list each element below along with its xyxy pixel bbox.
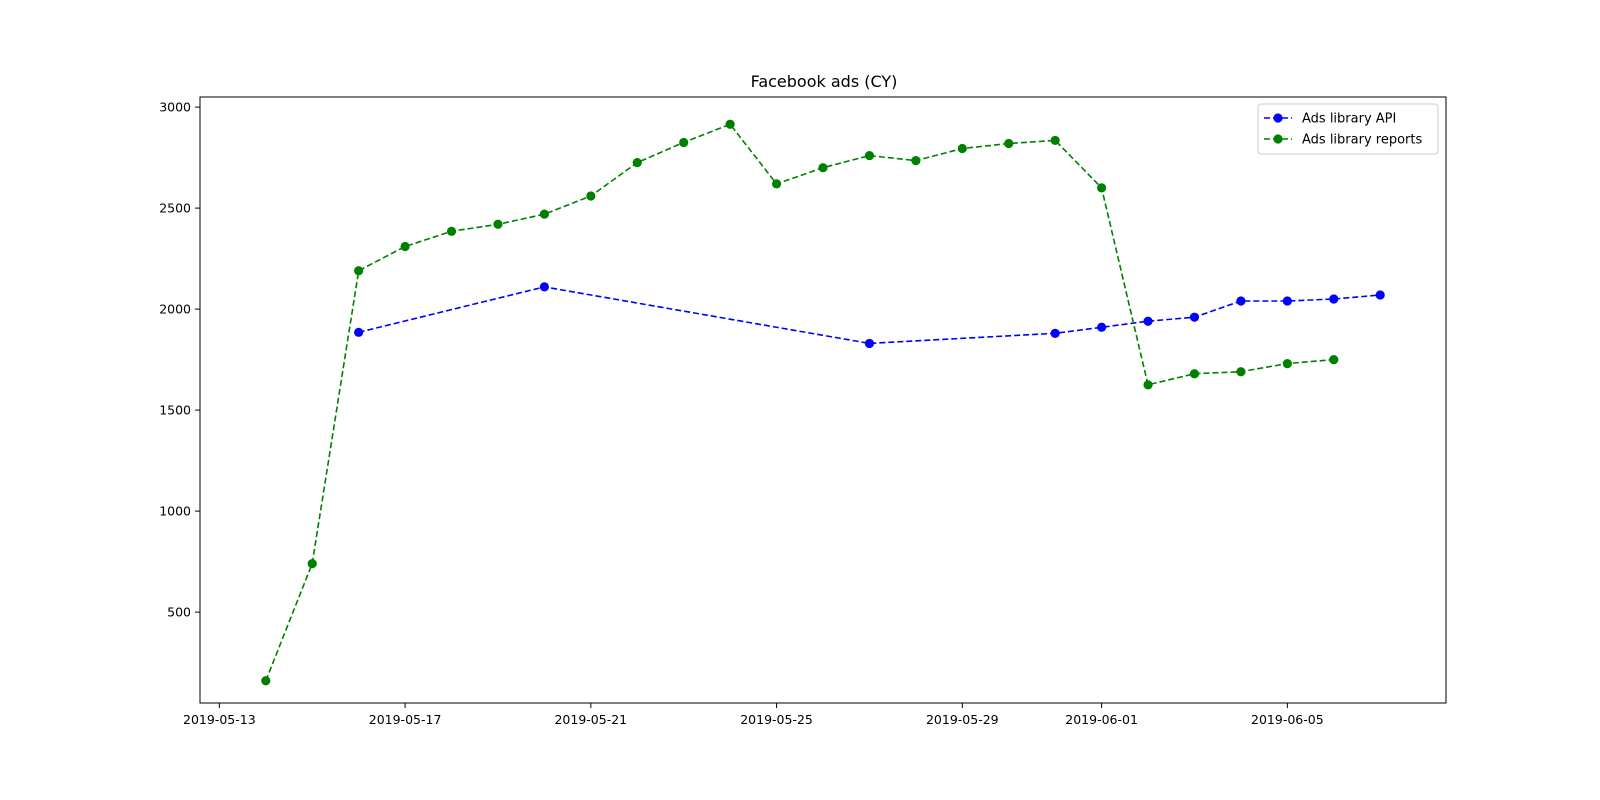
data-point-ads-library-api [1329,294,1339,304]
chart-title: Facebook ads (CY) [751,72,898,91]
data-point-ads-library-reports [354,266,364,276]
y-tick-label: 2500 [159,201,191,216]
data-point-ads-library-reports [446,226,457,236]
data-point-ads-library-reports [1189,369,1200,379]
data-point-ads-library-reports [1050,135,1060,146]
legend-label: Ads library API [1302,112,1396,127]
data-point-ads-library-reports [771,179,782,189]
data-point-ads-library-reports [1329,355,1339,365]
plot-area: 500 1000 1500 2000 2500 3000 2019-05-13 2019-05… [159,96,1447,727]
x-tick-label: 2019-05-29 [926,712,999,727]
data-point-ads-library-api [1143,316,1153,326]
data-point-ads-library-reports [261,676,271,686]
data-point-ads-library-api [1189,312,1200,322]
legend-label: Ads library reports [1302,133,1422,148]
series-line-ads-library-reports [265,123,1334,682]
y-tick-label: 1500 [159,403,191,418]
data-point-ads-library-reports [632,158,642,168]
data-point-ads-library-reports [1282,359,1292,369]
legend: Ads library API Ads library reports [1257,103,1439,155]
x-tick-label: 2019-05-25 [740,712,813,727]
data-point-ads-library-reports [957,143,967,154]
y-tick-label: 3000 [159,100,191,115]
data-point-ads-library-reports [1097,183,1107,193]
data-point-ads-library-reports [679,137,689,148]
data-point-ads-library-api [1375,290,1385,300]
data-point-ads-library-reports [1236,367,1246,377]
x-tick-label: 2019-06-05 [1251,712,1324,727]
legend-marker [1273,134,1283,144]
data-point-ads-library-reports [539,209,549,219]
x-tick-label: 2019-05-21 [554,712,627,727]
data-point-ads-library-reports [493,219,503,229]
x-tick-label: 2019-05-17 [369,712,442,727]
data-point-ads-library-api [1097,322,1107,332]
data-point-ads-library-reports [400,241,410,252]
data-point-ads-library-reports [586,191,596,201]
data-point-ads-library-api [354,327,364,337]
plot-frame [199,96,1447,704]
y-tick-label: 500 [167,605,191,620]
data-point-ads-library-reports [911,156,921,166]
data-point-ads-library-api [864,338,875,349]
data-point-ads-library-reports [864,150,875,161]
y-tick-label: 2000 [159,302,191,317]
legend-box [1257,103,1439,155]
data-point-ads-library-reports [1004,138,1014,149]
data-point-ads-library-api [1282,296,1292,306]
data-point-ads-library-api [539,282,549,292]
x-tick-label: 2019-05-13 [183,712,256,727]
x-tick-label: 2019-06-01 [1065,712,1138,727]
y-tick-label: 1000 [159,504,191,519]
data-point-ads-library-reports [818,163,828,173]
data-point-ads-library-reports [725,119,735,129]
data-point-ads-library-api [1050,328,1060,338]
data-point-ads-library-api [1236,296,1246,306]
data-point-ads-library-reports [1143,380,1153,390]
legend-marker [1273,113,1283,123]
series-line-ads-library-api [358,286,1381,345]
data-point-ads-library-reports [307,559,317,569]
